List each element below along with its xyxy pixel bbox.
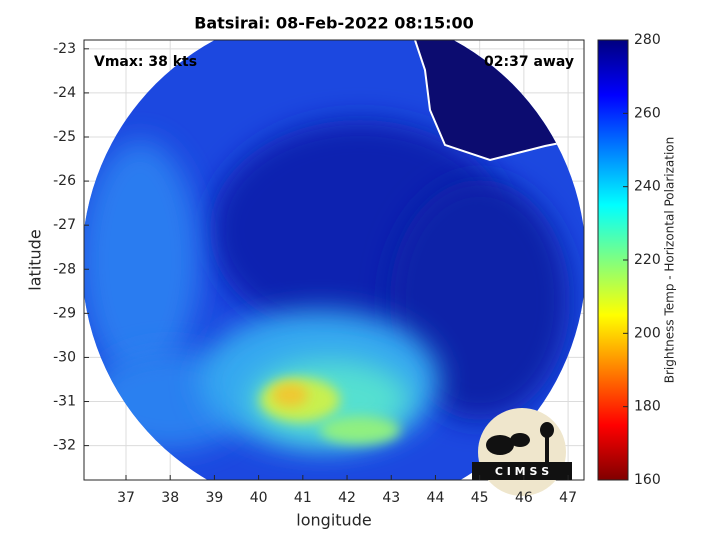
y-tick-label: -28 <box>53 261 76 277</box>
colorbar-tick-label: 160 <box>634 472 661 488</box>
x-tick-label: 47 <box>559 490 577 506</box>
y-tick-label: -27 <box>53 217 76 233</box>
x-tick-label: 44 <box>427 490 445 506</box>
x-axis-label: longitude <box>296 511 371 530</box>
x-tick-label: 45 <box>471 490 489 506</box>
x-tick-label: 39 <box>206 490 224 506</box>
colorbar-label: Brightness Temp - Horizontal Polarizatio… <box>663 137 677 384</box>
y-tick-label: -25 <box>53 129 76 145</box>
y-tick-label: -32 <box>53 438 76 454</box>
x-tick-label: 41 <box>294 490 312 506</box>
y-tick-label: -24 <box>53 85 76 101</box>
x-tick-label: 46 <box>515 490 533 506</box>
y-tick-label: -31 <box>53 394 76 410</box>
colorbar-tick-label: 200 <box>634 325 661 341</box>
y-tick-label: -30 <box>53 349 76 365</box>
cimss-logo: C I M S S <box>472 408 572 496</box>
x-tick-label: 43 <box>382 490 400 506</box>
x-tick-label: 40 <box>250 490 268 506</box>
logo-text: C I M S S <box>495 465 549 478</box>
colorbar-tick-label: 260 <box>634 105 661 121</box>
x-tick-label: 37 <box>117 490 135 506</box>
image <box>84 40 584 480</box>
colorbar-tick-label: 280 <box>634 32 661 48</box>
colorbar-tick-label: 240 <box>634 179 661 195</box>
colorbar-tick-label: 180 <box>634 399 661 415</box>
annotation: 02:37 away <box>484 54 574 70</box>
y-axis-label: latitude <box>26 229 45 290</box>
y-tick-label: -29 <box>53 305 76 321</box>
y-tick-label: -23 <box>53 41 76 57</box>
y-tick-label: -26 <box>53 173 76 189</box>
plot-frame <box>83 39 585 481</box>
chart-title: Batsirai: 08-Feb-2022 08:15:00 <box>194 14 474 33</box>
colorbar-tick-label: 220 <box>634 252 661 268</box>
x-tick-label: 42 <box>338 490 356 506</box>
annotation: Vmax: 38 kts <box>94 54 197 70</box>
x-tick-label: 38 <box>161 490 179 506</box>
